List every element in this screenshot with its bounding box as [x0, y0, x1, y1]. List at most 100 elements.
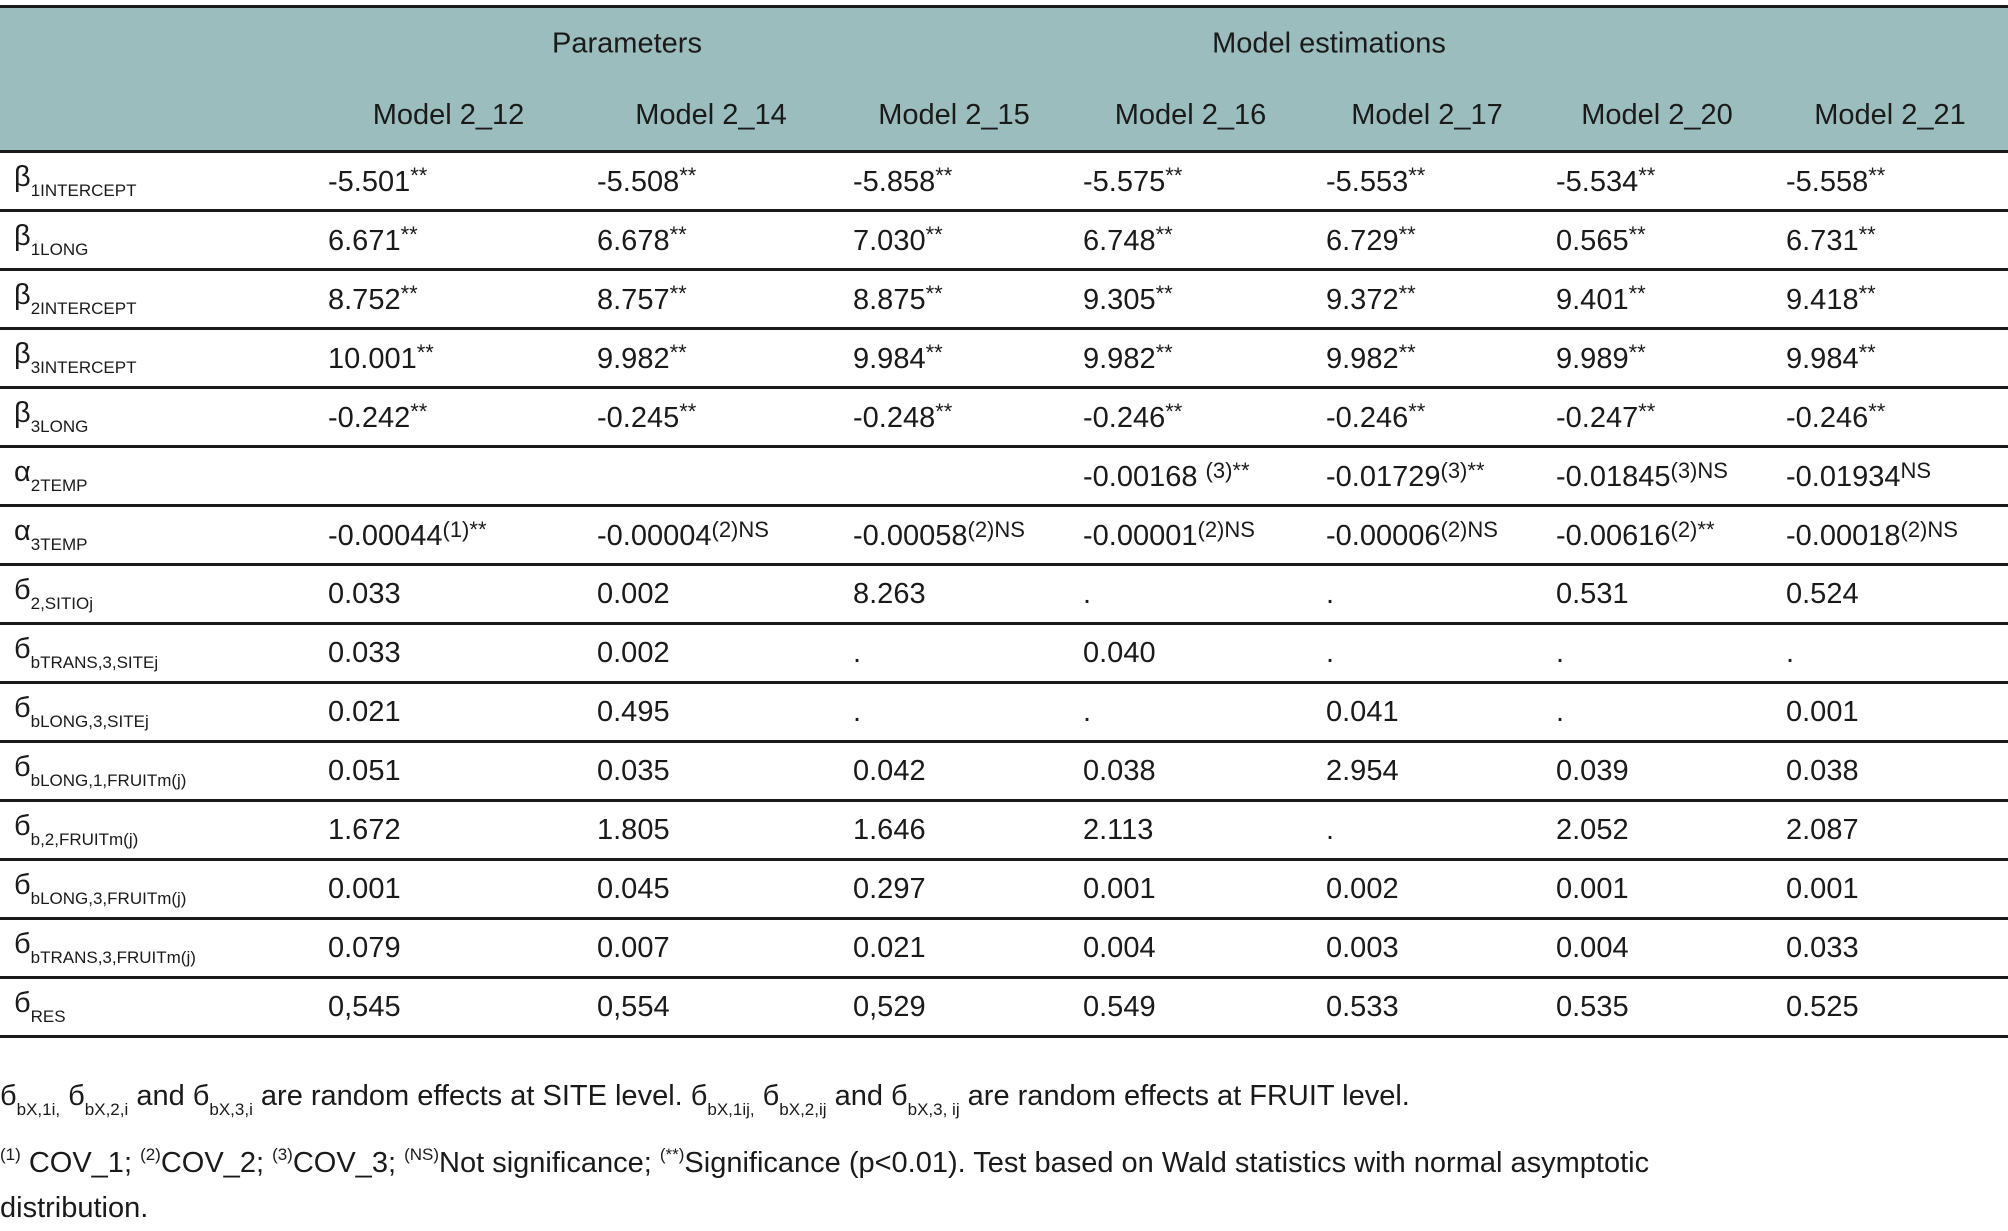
supscript: ** — [1638, 163, 1656, 188]
cell-text: 0.021 — [328, 695, 401, 728]
supscript: ** — [935, 163, 953, 188]
row-label: бbTRANS,3,SITEj — [0, 623, 314, 684]
text: -0.248 — [853, 402, 936, 434]
cell: 0.042 — [839, 741, 1069, 802]
text: б — [754, 1080, 780, 1112]
cell: 0.041 — [1312, 682, 1542, 743]
row-label: β3INTERCEPT — [0, 328, 314, 389]
cell-text: 0.033 — [328, 577, 401, 610]
cell: 0,529 — [839, 977, 1069, 1038]
cell: 9.989** — [1542, 328, 1772, 389]
row-label: б2,SITIOj — [0, 564, 314, 625]
cell-text: 2.052 — [1556, 813, 1629, 846]
text: -0.01729 — [1326, 461, 1441, 493]
cell: 0.001 — [1772, 859, 2008, 920]
cell: 0.035 — [583, 741, 839, 802]
cell-text: 0.007 — [597, 931, 670, 964]
cell: 0.051 — [314, 741, 583, 802]
text: COV_3; — [292, 1147, 405, 1179]
supscript: ** — [1858, 340, 1876, 365]
footnote: (1) COV_1; (2)COV_2; (3)COV_3; (NS)Not s… — [0, 1132, 1790, 1231]
supscript: (**) — [659, 1145, 685, 1164]
cell-text: 0.045 — [597, 872, 670, 905]
cell: 9.401** — [1542, 269, 1772, 330]
column-header: Model 2_14 — [583, 80, 839, 153]
text: -5.501 — [328, 166, 411, 198]
header-cell — [0, 80, 314, 153]
supscript: (NS) — [404, 1145, 440, 1164]
row-label: β1LONG — [0, 210, 314, 271]
cell: 0.038 — [1069, 741, 1312, 802]
text: and б — [826, 1080, 908, 1112]
supscript: ** — [416, 340, 434, 365]
cell: 9.982** — [1069, 328, 1312, 389]
subscript: bX,1i, — [16, 1100, 61, 1119]
text: are random effects at FRUIT level. — [959, 1080, 1410, 1112]
group-label: Model estimations — [1212, 27, 1446, 60]
header-row: Parameters Model estimations — [0, 5, 2008, 80]
supscript: ** — [1398, 340, 1416, 365]
cell: -5.501** — [314, 151, 583, 212]
cell: 2.113 — [1069, 800, 1312, 861]
supscript: ** — [1408, 163, 1426, 188]
cell: -0.00006(2)NS — [1312, 505, 1542, 566]
cell: 8.752** — [314, 269, 583, 330]
text: -0.01934 — [1786, 461, 1901, 493]
text: -0.00058 — [853, 520, 968, 552]
supscript: (1)** — [442, 517, 487, 542]
text: β — [14, 220, 31, 252]
cell-text: . — [1083, 577, 1092, 610]
row-label: α3TEMP — [0, 505, 314, 566]
cell-text: . — [1326, 813, 1335, 846]
cell-text: 0.041 — [1326, 695, 1399, 728]
text: 9.989 — [1556, 343, 1629, 375]
text: -0.246 — [1786, 402, 1869, 434]
text: -0.247 — [1556, 402, 1639, 434]
supscript: ** — [925, 281, 943, 306]
supscript: (3) — [272, 1145, 293, 1164]
cell: 8.263 — [839, 564, 1069, 625]
text: б — [14, 869, 31, 901]
text: б — [14, 692, 31, 724]
cell: 0.038 — [1772, 741, 2008, 802]
cell: -5.553** — [1312, 151, 1542, 212]
row-label: α2TEMP — [0, 446, 314, 507]
cell-text: 0.001 — [328, 872, 401, 905]
cell: 2.087 — [1772, 800, 2008, 861]
text: 6.731 — [1786, 225, 1859, 257]
cell-text: 0.297 — [853, 872, 926, 905]
supscript: ** — [1398, 281, 1416, 306]
subscript: bTRANS,3,FRUITm(j) — [30, 948, 196, 967]
subscript: bLONG,1,FRUITm(j) — [30, 771, 187, 790]
cell-text: 0.549 — [1083, 990, 1156, 1023]
cell: -0.00168 (3)** — [1069, 446, 1312, 507]
text: α — [14, 456, 31, 488]
cell: 9.372** — [1312, 269, 1542, 330]
footnotes: бbX,1i, бbX,2,i and бbX,3,i are random e… — [0, 1074, 1790, 1231]
cell: 0,554 — [583, 977, 839, 1038]
data-row: β2INTERCEPT 8.752** 8.757** 8.875** 9.305** 9… — [0, 269, 2008, 330]
text: 9.401 — [1556, 284, 1629, 316]
text: 9.305 — [1083, 284, 1156, 316]
cell: . — [839, 682, 1069, 743]
supscript: (2)NS — [1197, 517, 1255, 542]
text: б — [14, 810, 31, 842]
cell-text: 0.035 — [597, 754, 670, 787]
supscript: ** — [679, 163, 697, 188]
subscript: b,2,FRUITm(j) — [30, 830, 139, 849]
cell-text: 0.038 — [1083, 754, 1156, 787]
cell: 9.418** — [1772, 269, 2008, 330]
row-label: бRES — [0, 977, 314, 1038]
text: 9.982 — [1083, 343, 1156, 375]
cell-text: . — [1326, 636, 1335, 669]
text: 9.372 — [1326, 284, 1399, 316]
cell: -0.01729(3)** — [1312, 446, 1542, 507]
cell-text: 0.033 — [328, 636, 401, 669]
text: -0.01845 — [1556, 461, 1671, 493]
cell: 9.984** — [839, 328, 1069, 389]
subscript: bLONG,3,SITEj — [30, 712, 149, 731]
supscript: ** — [1165, 163, 1183, 188]
supscript: (2)NS — [711, 517, 769, 542]
supscript: ** — [1628, 281, 1646, 306]
supscript: ** — [925, 340, 943, 365]
